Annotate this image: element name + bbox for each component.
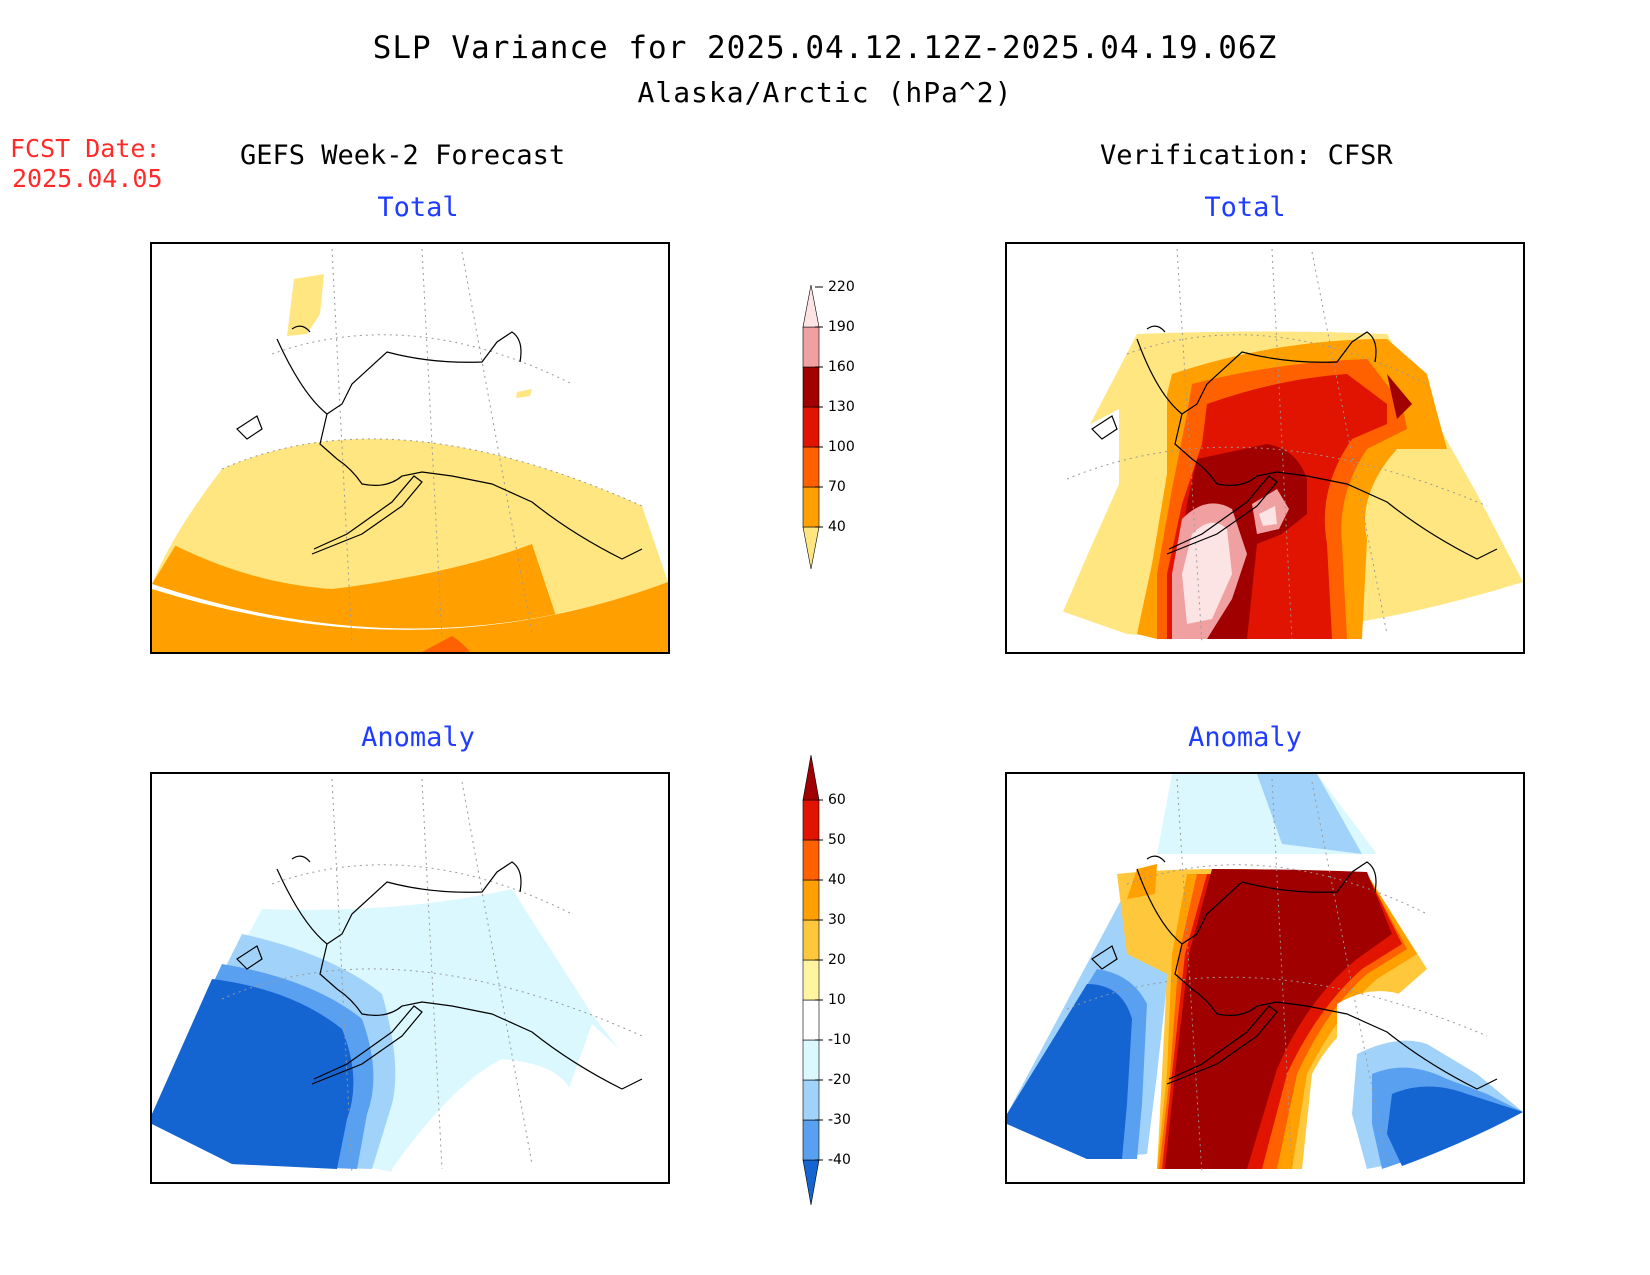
colorbar-swatch [802,959,820,1001]
colorbar-label: 50 [828,832,846,848]
verification-total-map [1005,242,1525,654]
colorbar-swatch [802,526,820,570]
fcst-date-value: 2025.04.05 [12,164,163,193]
colorbar-label: 160 [828,359,855,375]
colorbar-label: 130 [828,399,855,415]
colorbar-swatch [802,999,820,1041]
forecast-anomaly-title: Anomaly [361,722,475,753]
colorbar-swatch [802,1119,820,1161]
colorbar-label: 10 [828,992,846,1008]
colorbar-label: 20 [828,952,846,968]
colorbar-swatch [802,486,820,528]
colorbar-swatch [802,1159,820,1206]
colorbar-label: 30 [828,912,846,928]
colorbar-label: 60 [828,792,846,808]
colorbar-swatch [802,879,820,921]
colorbar-label: 40 [828,519,846,535]
forecast-anomaly-map [150,772,670,1184]
figure-title: SLP Variance for 2025.04.12.12Z-2025.04.… [372,30,1278,66]
colorbar-swatch [802,755,820,801]
forecast-total-map [150,242,670,654]
colorbar-label: -40 [828,1152,851,1168]
colorbar-label: 40 [828,872,846,888]
colorbar-label: -10 [828,1032,851,1048]
colorbar-label: 220 [828,279,855,295]
colorbar-swatch [802,1039,820,1081]
fcst-date-label: FCST Date: [10,134,161,163]
colorbar-label: 190 [828,319,855,335]
anomaly-colorbar: -40 -30 -20 -10 10 20 30 40 50 60 [802,755,862,1206]
colorbar-swatch [802,1079,820,1121]
colorbar-label: 70 [828,479,846,495]
verification-column-heading: Verification: CFSR [1100,140,1393,171]
verification-anomaly-map [1005,772,1525,1184]
forecast-column-heading: GEFS Week-2 Forecast [240,140,566,171]
total-colorbar: 40 70 100 130 160 190 220 [802,279,862,615]
verification-total-title: Total [1204,192,1286,223]
colorbar-swatch [802,446,820,488]
colorbar-swatch [802,919,820,961]
colorbar-swatch [802,366,820,408]
colorbar-swatch [802,839,820,881]
figure-subtitle: Alaska/Arctic (hPa^2) [637,76,1013,109]
verification-anomaly-title: Anomaly [1188,722,1302,753]
colorbar-swatch [802,285,820,328]
colorbar-label: -20 [828,1072,851,1088]
colorbar-swatch [802,799,820,841]
colorbar-swatch [802,406,820,448]
colorbar-label: 100 [828,439,855,455]
forecast-total-title: Total [377,192,459,223]
colorbar-label: -30 [828,1112,851,1128]
colorbar-swatch [802,326,820,368]
